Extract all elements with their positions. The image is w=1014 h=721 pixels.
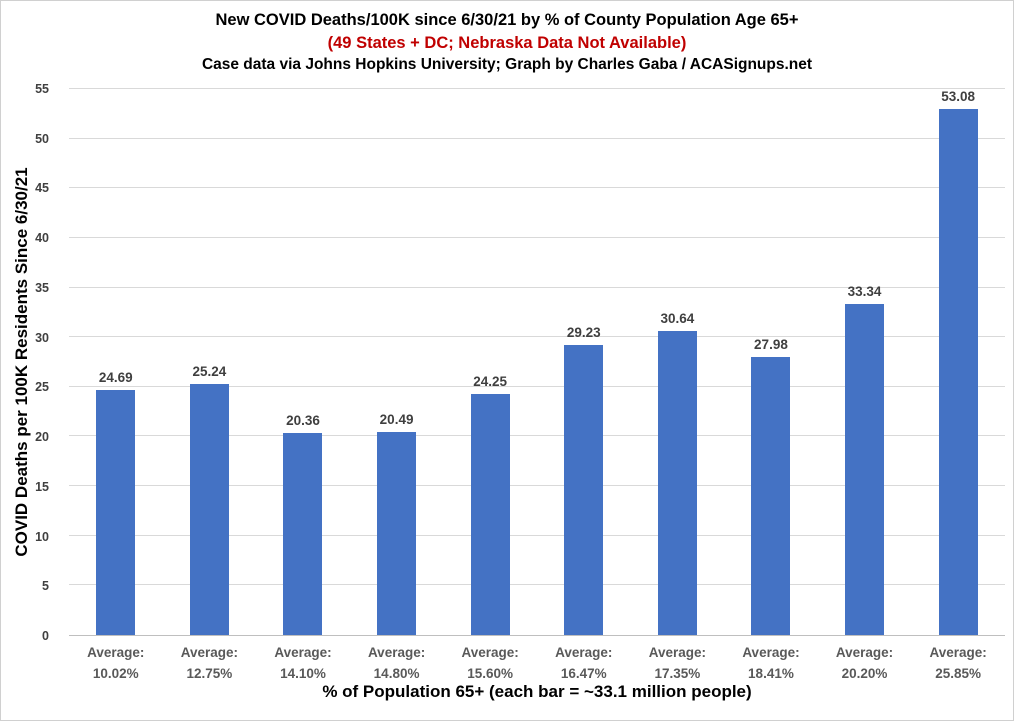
y-tick-label: 15 <box>35 479 49 494</box>
y-tick-label: 25 <box>35 380 49 395</box>
bar-slot: 24.69 <box>69 89 163 635</box>
bar-value-label: 20.36 <box>286 412 320 428</box>
plot-area: 24.69 25.24 20.36 20.49 24.25 29.23 30.64 27.98… <box>69 88 1005 636</box>
bar-value-label: 53.08 <box>941 89 976 104</box>
bar-slot: 33.34 <box>818 89 912 635</box>
y-tick-label: 0 <box>42 629 49 643</box>
y-tick-label: 40 <box>35 231 49 246</box>
category-label-prefix: Average: <box>367 645 426 660</box>
y-tick-label: 20 <box>35 430 49 445</box>
title-block: New COVID Deaths/100K since 6/30/21 by %… <box>1 9 1013 75</box>
category-label-prefix: Average: <box>835 645 894 660</box>
bar <box>189 384 229 635</box>
category-label-value: 17.35% <box>654 666 701 681</box>
chart-subtitle: (49 States + DC; Nebraska Data Not Avail… <box>327 34 687 52</box>
category-label: Average: 14.10% <box>256 642 350 684</box>
y-tick-label: 5 <box>42 579 49 594</box>
bar <box>377 431 417 635</box>
bar-value-label: 20.49 <box>379 411 414 427</box>
x-axis-category-labels: Average: 10.02% Average: 12.75% Average: 14.1… <box>69 642 1005 684</box>
bar <box>657 330 697 635</box>
gridline <box>69 187 1005 189</box>
bar-slot: 20.36 <box>256 89 350 635</box>
category-label: Average: 14.80% <box>350 642 444 684</box>
gridline <box>69 584 1005 586</box>
category-label-prefix: Average: <box>461 645 519 660</box>
category-label-value: 20.20% <box>841 666 888 681</box>
bar <box>96 389 136 635</box>
category-label: Average: 18.41% <box>724 642 818 684</box>
gridline <box>69 137 1005 139</box>
category-label-value: 10.02% <box>92 666 139 681</box>
chart-title: New COVID Deaths/100K since 6/30/21 by %… <box>215 11 799 29</box>
gridline <box>69 485 1005 487</box>
bar-slot: 30.64 <box>631 89 725 635</box>
category-label-value: 18.41% <box>748 666 794 681</box>
bar <box>751 357 791 635</box>
category-label-prefix: Average: <box>555 645 613 660</box>
bar-value-label: 25.24 <box>192 364 227 380</box>
gridline <box>69 534 1005 536</box>
bar-value-label: 33.34 <box>847 284 882 300</box>
bar-slot: 53.08 <box>911 89 1005 635</box>
y-axis-tick-labels: 0 5 10 15 20 25 30 35 40 45 50 55 <box>1 82 59 643</box>
bar <box>283 432 323 635</box>
bar <box>845 304 885 635</box>
bar-slot: 24.25 <box>443 89 537 635</box>
bar <box>938 109 978 635</box>
bar-value-label: 29.23 <box>566 324 601 340</box>
y-tick-label: 55 <box>35 82 49 96</box>
bar-slot: 25.24 <box>163 89 257 635</box>
category-label-value: 14.10% <box>280 666 326 681</box>
bar-value-label: 27.98 <box>754 337 788 353</box>
category-label: Average: 10.02% <box>69 642 163 684</box>
category-label: Average: 12.75% <box>163 642 257 684</box>
bar-value-label: 30.64 <box>660 310 695 326</box>
y-tick-label: 35 <box>35 280 49 295</box>
bar <box>470 394 510 635</box>
bar <box>564 344 604 635</box>
y-tick-label: 50 <box>35 131 49 146</box>
category-label-prefix: Average: <box>87 645 145 660</box>
category-label: Average: 16.47% <box>537 642 631 684</box>
bar-slot: 29.23 <box>537 89 631 635</box>
y-tick-label: 45 <box>35 181 49 196</box>
bar-slot: 20.49 <box>350 89 444 635</box>
category-label-prefix: Average: <box>742 645 800 660</box>
category-label-value: 14.80% <box>373 666 420 681</box>
gridline <box>69 385 1005 387</box>
category-label: Average: 17.35% <box>631 642 725 684</box>
category-label-prefix: Average: <box>929 645 987 660</box>
chart-credit: Case data via Johns Hopkins University; … <box>201 56 813 73</box>
y-tick-label: 30 <box>35 330 49 345</box>
category-label-value: 12.75% <box>186 666 233 681</box>
gridline <box>69 435 1005 437</box>
category-label: Average: 20.20% <box>818 642 912 684</box>
category-label-value: 25.85% <box>935 666 982 681</box>
category-label-value: 15.60% <box>467 666 514 681</box>
bar-value-label: 24.25 <box>473 374 508 390</box>
bar-series: 24.69 25.24 20.36 20.49 24.25 29.23 30.64 27.98… <box>69 89 1005 635</box>
gridline <box>69 88 1005 89</box>
bar-value-label: 24.69 <box>98 369 133 385</box>
x-axis-title: % of Population 65+ (each bar = ~33.1 mi… <box>322 682 752 701</box>
category-label-value: 16.47% <box>560 666 607 681</box>
category-label-prefix: Average: <box>180 645 239 660</box>
category-label: Average: 15.60% <box>443 642 537 684</box>
gridline <box>69 336 1005 338</box>
gridline <box>69 236 1005 238</box>
gridline <box>69 286 1005 288</box>
y-tick-label: 10 <box>35 529 49 544</box>
category-label-prefix: Average: <box>274 645 332 660</box>
category-label: Average: 25.85% <box>911 642 1005 684</box>
category-label-prefix: Average: <box>648 645 706 660</box>
bar-slot: 27.98 <box>724 89 818 635</box>
